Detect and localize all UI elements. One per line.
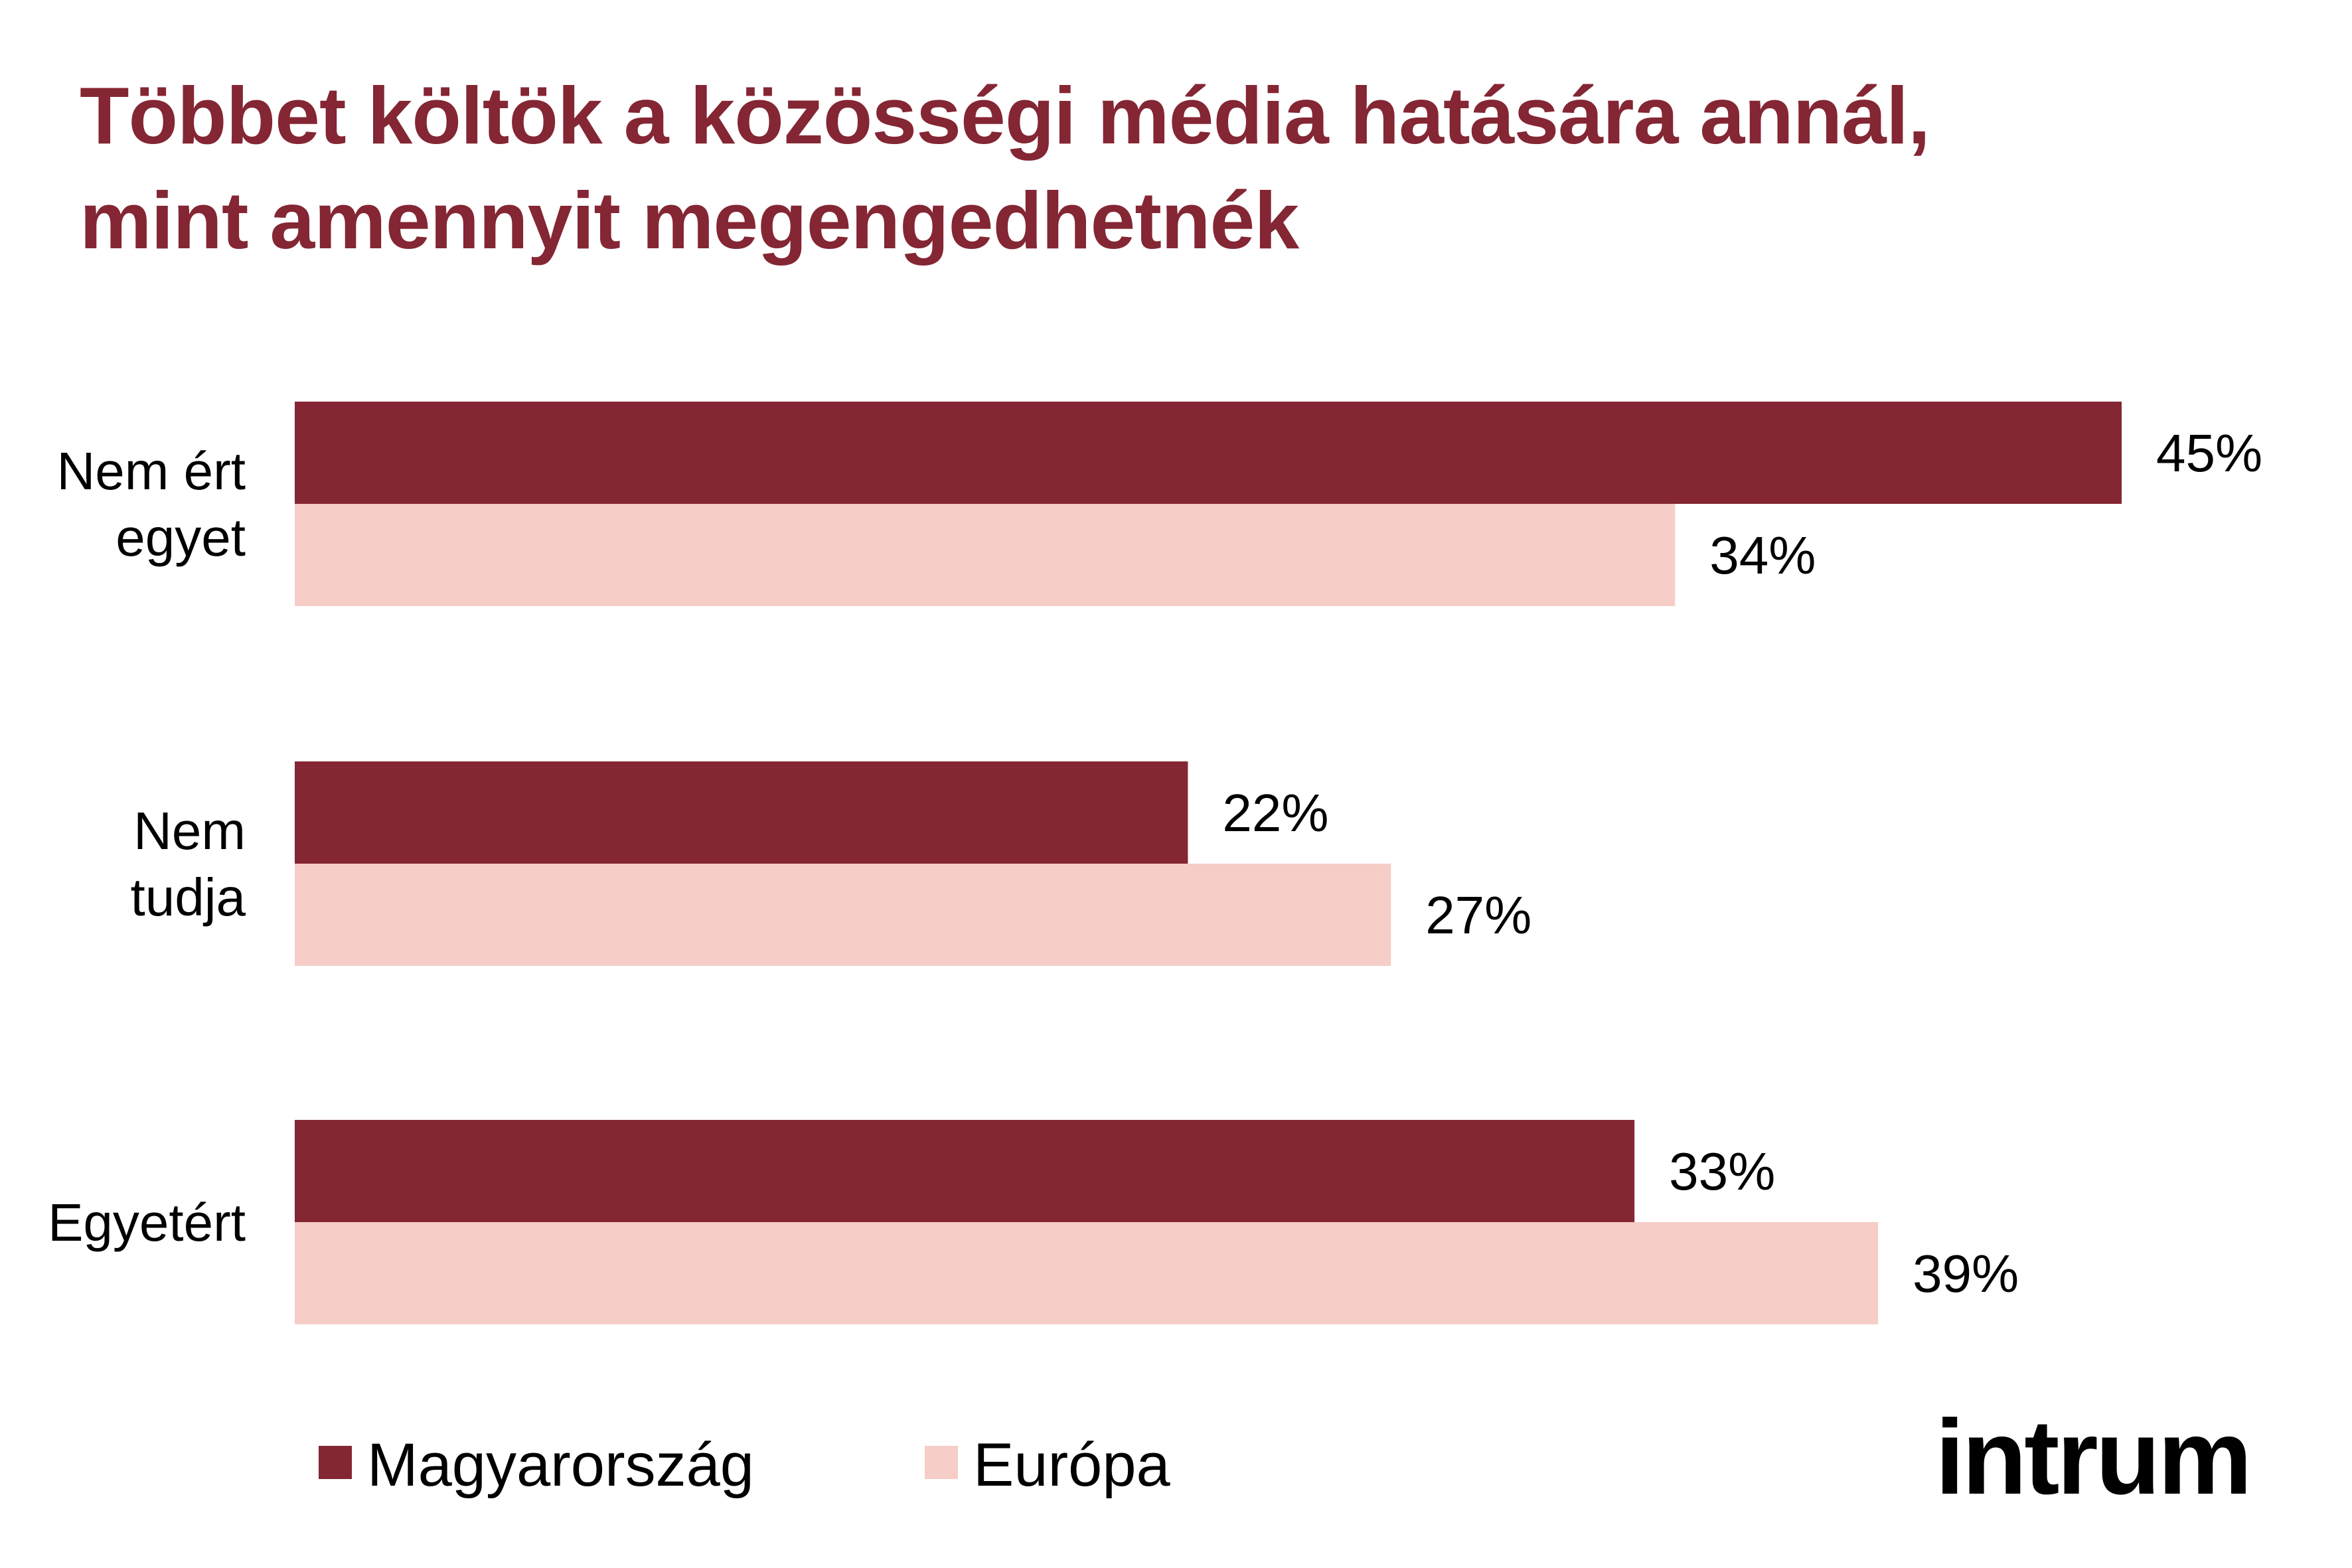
value-label-europa-2: 39% [1913, 1244, 2019, 1303]
bars-group [295, 402, 2122, 1324]
legend-label-magyarorszag: Magyarország [367, 1431, 754, 1499]
chart-title: Többet költök a közösségi média hatására… [80, 63, 2138, 273]
category-label-2: Egyetért [48, 1193, 246, 1252]
category-label-1-line-1: tudja [131, 868, 246, 927]
bar-magyarorszag-0 [295, 402, 2122, 504]
category-label-1: Nem tudja [131, 801, 246, 927]
value-label-europa-0: 34% [1709, 526, 1816, 585]
bar-magyarorszag-1 [295, 761, 1188, 864]
legend-swatch-magyarorszag [319, 1446, 352, 1479]
value-label-europa-1: 27% [1425, 886, 1531, 945]
bar-magyarorszag-2 [295, 1120, 1635, 1222]
value-labels-group: 45% 34% 22% 27% 33% 39% [1222, 424, 2262, 1303]
bar-europa-1 [295, 864, 1391, 966]
chart-title-line-2: mint amennyit megengedhetnék [80, 175, 1299, 266]
value-label-magyarorszag-0: 45% [2156, 424, 2262, 483]
category-label-1-line-0: Nem [133, 801, 246, 860]
category-label-0-line-0: Nem ért [57, 441, 246, 501]
category-label-0-line-1: egyet [116, 508, 246, 567]
legend-label-europa: Európa [973, 1431, 1170, 1499]
intrum-logo: intrum [1935, 1397, 2250, 1516]
value-label-magyarorszag-2: 33% [1669, 1142, 1775, 1201]
chart-title-line-1: Többet költök a közösségi média hatására… [80, 70, 1930, 161]
category-label-2-line-0: Egyetért [48, 1193, 246, 1252]
legend: Magyarország Európa [319, 1431, 1170, 1499]
value-label-magyarorszag-1: 22% [1222, 783, 1328, 842]
legend-swatch-europa [925, 1446, 958, 1479]
category-labels-group: Nem ért egyet Nem tudja Egyetért [48, 441, 246, 1252]
category-label-0: Nem ért egyet [57, 441, 246, 567]
bar-europa-0 [295, 504, 1676, 606]
bar-europa-2 [295, 1222, 1879, 1324]
